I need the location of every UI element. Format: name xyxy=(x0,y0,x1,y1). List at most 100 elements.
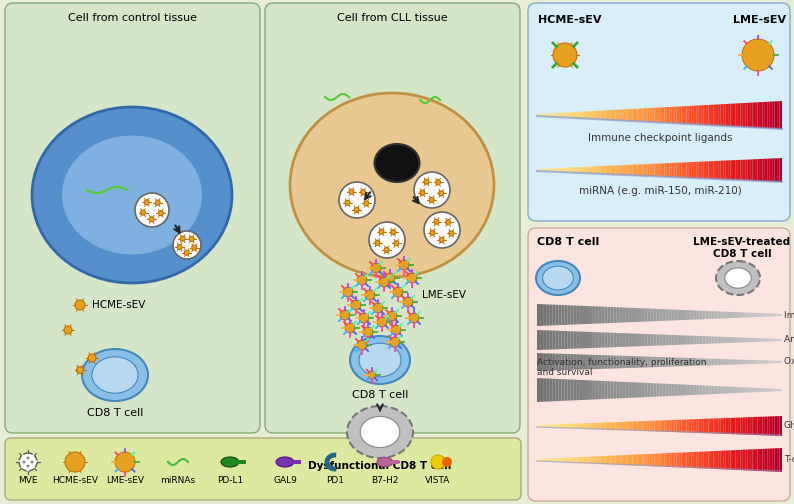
Polygon shape xyxy=(692,452,694,468)
Text: LME-sEV: LME-sEV xyxy=(734,15,787,25)
Polygon shape xyxy=(633,109,635,121)
Polygon shape xyxy=(662,163,665,177)
Polygon shape xyxy=(681,106,684,124)
Polygon shape xyxy=(583,380,586,400)
Text: Amino acid transport: Amino acid transport xyxy=(784,336,794,345)
Polygon shape xyxy=(647,357,650,367)
Polygon shape xyxy=(676,163,679,177)
Polygon shape xyxy=(708,161,711,179)
Polygon shape xyxy=(598,423,601,429)
Polygon shape xyxy=(611,166,613,174)
Polygon shape xyxy=(669,357,672,367)
Polygon shape xyxy=(574,380,576,400)
Polygon shape xyxy=(647,164,649,176)
Polygon shape xyxy=(615,456,618,465)
Polygon shape xyxy=(748,417,750,435)
Circle shape xyxy=(184,250,189,255)
Polygon shape xyxy=(586,380,589,400)
Ellipse shape xyxy=(92,357,138,393)
Polygon shape xyxy=(740,103,743,127)
Polygon shape xyxy=(757,159,760,181)
Circle shape xyxy=(340,310,350,320)
Polygon shape xyxy=(596,306,598,324)
Polygon shape xyxy=(773,158,775,181)
Polygon shape xyxy=(572,424,574,428)
Polygon shape xyxy=(653,334,657,346)
Polygon shape xyxy=(649,164,652,176)
Ellipse shape xyxy=(32,107,232,283)
Polygon shape xyxy=(733,359,736,364)
Text: HCME-sEV: HCME-sEV xyxy=(52,476,98,485)
Polygon shape xyxy=(630,165,633,175)
Polygon shape xyxy=(606,110,608,120)
Polygon shape xyxy=(564,424,566,428)
Text: LME-sEV: LME-sEV xyxy=(422,290,466,300)
Polygon shape xyxy=(569,112,572,118)
Circle shape xyxy=(429,198,434,203)
Circle shape xyxy=(345,323,355,333)
Polygon shape xyxy=(730,359,733,365)
Polygon shape xyxy=(730,312,733,318)
Polygon shape xyxy=(703,336,705,344)
Polygon shape xyxy=(652,454,654,466)
Polygon shape xyxy=(589,306,592,324)
Polygon shape xyxy=(678,310,681,320)
Polygon shape xyxy=(665,107,667,123)
Polygon shape xyxy=(674,453,676,467)
Polygon shape xyxy=(660,384,662,397)
Polygon shape xyxy=(730,418,733,434)
Polygon shape xyxy=(672,357,675,366)
Polygon shape xyxy=(705,336,708,344)
Polygon shape xyxy=(642,164,645,176)
Polygon shape xyxy=(627,421,630,430)
Polygon shape xyxy=(748,450,750,471)
Circle shape xyxy=(431,455,445,469)
Polygon shape xyxy=(622,382,626,398)
Polygon shape xyxy=(690,358,693,366)
Polygon shape xyxy=(681,162,684,177)
Polygon shape xyxy=(687,310,690,320)
Text: Cell from CLL tissue: Cell from CLL tissue xyxy=(337,13,447,23)
Polygon shape xyxy=(584,167,586,173)
Polygon shape xyxy=(580,332,583,348)
Polygon shape xyxy=(690,310,693,320)
Text: CD8 T cell: CD8 T cell xyxy=(537,237,599,247)
Polygon shape xyxy=(716,104,719,125)
Polygon shape xyxy=(693,358,696,366)
Polygon shape xyxy=(665,420,667,432)
Polygon shape xyxy=(649,108,652,122)
Polygon shape xyxy=(606,456,608,464)
Polygon shape xyxy=(706,105,708,125)
Polygon shape xyxy=(620,109,622,120)
Polygon shape xyxy=(574,423,576,428)
Circle shape xyxy=(177,244,182,249)
Polygon shape xyxy=(583,332,586,348)
Polygon shape xyxy=(667,107,669,123)
Ellipse shape xyxy=(350,336,410,384)
Polygon shape xyxy=(735,160,738,180)
Polygon shape xyxy=(748,388,751,393)
Polygon shape xyxy=(546,379,549,402)
Polygon shape xyxy=(630,109,633,121)
Circle shape xyxy=(394,241,399,246)
Polygon shape xyxy=(552,424,554,427)
Polygon shape xyxy=(746,160,748,180)
Polygon shape xyxy=(549,304,553,326)
Ellipse shape xyxy=(82,349,148,401)
Polygon shape xyxy=(630,455,633,465)
Polygon shape xyxy=(726,418,728,434)
Polygon shape xyxy=(742,387,746,393)
Polygon shape xyxy=(780,448,782,472)
Polygon shape xyxy=(699,452,701,468)
Polygon shape xyxy=(615,165,618,174)
Polygon shape xyxy=(572,167,574,173)
Polygon shape xyxy=(757,313,761,317)
Polygon shape xyxy=(653,357,657,367)
Polygon shape xyxy=(662,107,665,123)
Polygon shape xyxy=(684,106,687,124)
Polygon shape xyxy=(552,113,554,117)
Polygon shape xyxy=(701,105,703,125)
Polygon shape xyxy=(713,161,716,179)
Polygon shape xyxy=(723,104,726,126)
Polygon shape xyxy=(606,166,608,174)
